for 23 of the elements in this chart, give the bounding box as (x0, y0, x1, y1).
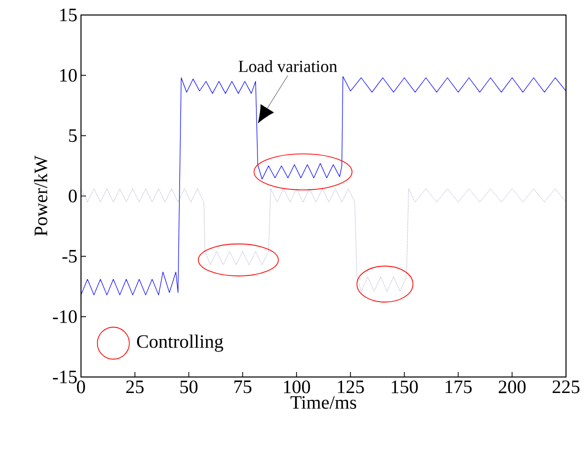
x-axis-title: Time/ms (290, 396, 356, 409)
x-tick-label: 175 (446, 380, 472, 394)
x-tick-label: 150 (392, 380, 418, 394)
annotation: Load variation (238, 60, 338, 72)
x-tick-label: 50 (180, 380, 198, 394)
y-tick-label: 0 (68, 190, 77, 202)
y-tick-label: -5 (62, 250, 77, 263)
line-series (80, 76, 566, 296)
x-tick-label: 75 (234, 380, 252, 394)
y-tick-label: 5 (69, 129, 77, 142)
y-tick-label: 15 (60, 8, 77, 22)
line-series (80, 188, 566, 292)
y-axis-title: Power/kW (34, 156, 48, 236)
y-tick-label: 10 (60, 68, 77, 82)
x-tick-label: 200 (498, 380, 526, 394)
x-tick-label: 0 (76, 380, 85, 394)
x-tick-label: 100 (284, 380, 310, 394)
x-tick-label: 125 (338, 380, 364, 394)
x-tick-label: 25 (126, 380, 144, 394)
y-tick-label: -15 (52, 370, 77, 384)
annotation: Controlling (137, 334, 224, 352)
y-tick-label: -10 (52, 310, 77, 324)
x-tick-label: 225 (552, 380, 580, 394)
